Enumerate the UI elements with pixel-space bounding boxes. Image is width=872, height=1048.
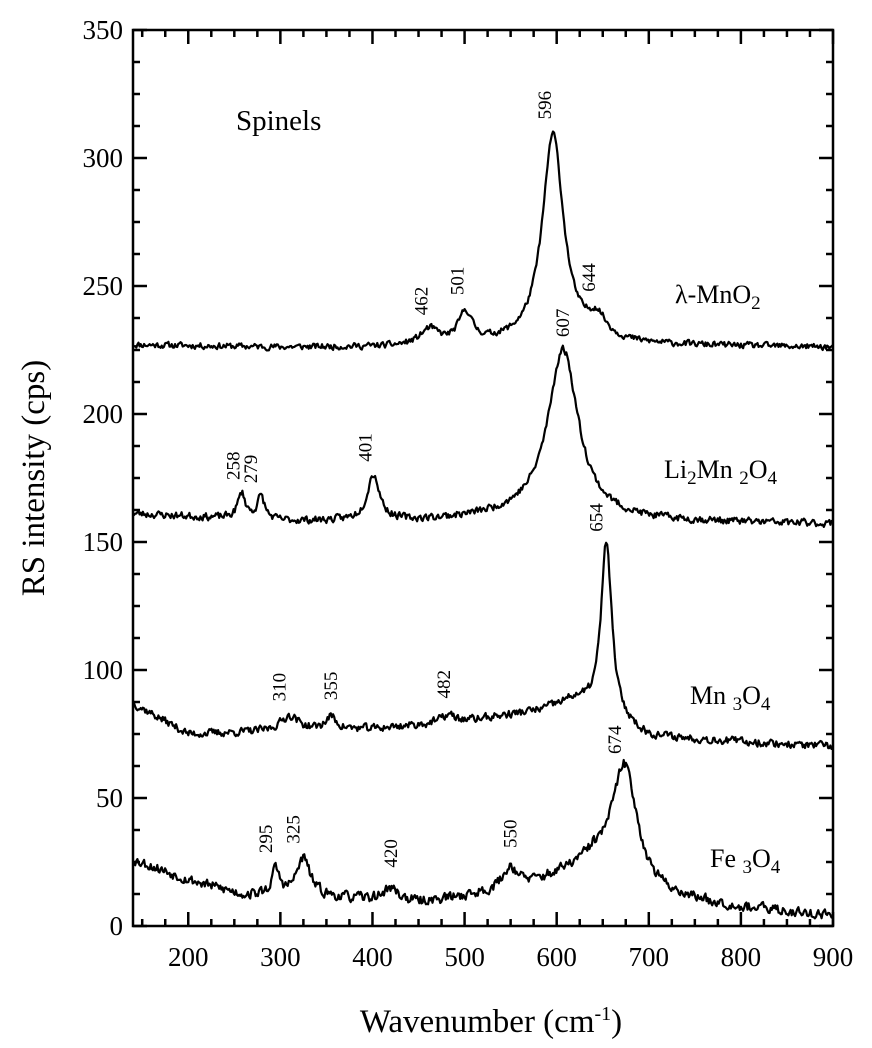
peak-label: 310	[270, 673, 291, 702]
x-tick-label: 700	[629, 942, 670, 972]
peak-label: 258	[224, 452, 245, 481]
label-layer: 200 300 400 500 600 700 800 900 0 50 100 150 200 250 3…	[16, 15, 853, 1040]
peak-label: 596	[535, 91, 556, 120]
x-tick-label: 600	[536, 942, 577, 972]
y-tick-label: 300	[83, 143, 124, 173]
series-layer	[131, 130, 834, 920]
x-axis-title: Wavenumber (cm-1)	[360, 1003, 622, 1040]
spectrum-line	[132, 344, 833, 528]
peak-label: 550	[501, 820, 522, 849]
peak-label: 355	[321, 672, 342, 701]
peak-label: 674	[605, 725, 626, 754]
y-tick-label: 50	[96, 783, 123, 813]
chart-title: Spinels	[236, 105, 321, 137]
peak-label: 325	[283, 815, 304, 844]
series-label: Li2Mn 2O4	[664, 455, 778, 489]
y-tick-label: 0	[110, 911, 124, 941]
y-tick-label: 350	[83, 15, 124, 45]
y-axis-title: RS intensity (cps)	[16, 360, 52, 597]
peak-label: 501	[448, 267, 469, 296]
spectrum-line	[131, 758, 833, 920]
peak-label: 644	[579, 263, 600, 292]
y-tick-label: 150	[83, 527, 124, 557]
peak-label: 482	[434, 670, 455, 699]
series-label: Fe 3O4	[710, 844, 781, 878]
y-tick-label: 200	[83, 399, 124, 429]
y-tick-label: 250	[83, 271, 124, 301]
x-tick-label: 200	[168, 942, 209, 972]
spectrum-line	[132, 541, 834, 750]
axes-layer	[131, 28, 835, 928]
y-tick-label: 100	[83, 655, 124, 685]
peak-label: 295	[256, 825, 277, 854]
series-label: Mn 3O4	[690, 681, 771, 715]
peak-label: 607	[553, 309, 574, 338]
peak-label: 401	[355, 433, 376, 462]
x-tick-label: 300	[260, 942, 301, 972]
x-tick-label: 400	[352, 942, 393, 972]
spectrum-line	[132, 130, 834, 352]
x-tick-label: 800	[721, 942, 762, 972]
peak-label: 279	[241, 455, 262, 484]
peak-label: 420	[381, 839, 402, 868]
x-tick-label: 500	[444, 942, 485, 972]
peak-label: 462	[412, 287, 433, 316]
series-label: λ-MnO2	[675, 280, 761, 314]
x-tick-label: 900	[813, 942, 854, 972]
peak-label: 654	[586, 503, 607, 532]
